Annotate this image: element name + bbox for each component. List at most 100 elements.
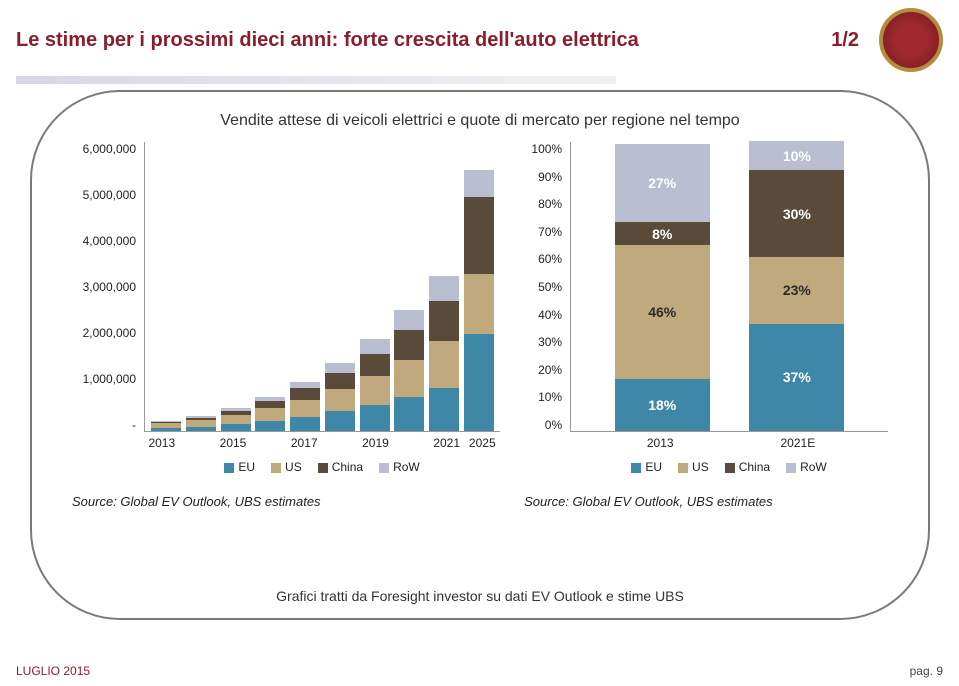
y-axis-left: 6,000,0005,000,0004,000,0003,000,0002,00… xyxy=(72,142,142,432)
bar: 18%46%8%27% xyxy=(615,144,710,431)
bar xyxy=(325,363,355,431)
seg-eu xyxy=(221,424,251,431)
bar xyxy=(290,382,320,431)
bar xyxy=(464,170,494,431)
page-indicator: 1/2 xyxy=(831,29,859,52)
seg-us xyxy=(255,408,285,421)
seg-eu xyxy=(290,417,320,432)
header: Le stime per i prossimi dieci anni: fort… xyxy=(0,0,959,76)
seg-eu xyxy=(186,427,216,431)
seg-us: 23% xyxy=(749,257,844,324)
y-tick: 100% xyxy=(524,142,568,156)
seg-china xyxy=(325,373,355,389)
seg-china xyxy=(360,354,390,376)
x-tick: 2019 xyxy=(360,436,390,450)
legend-right: EU US China RoW xyxy=(570,460,888,474)
chart-sales: 6,000,0005,000,0004,000,0003,000,0002,00… xyxy=(72,142,500,522)
bar xyxy=(151,421,181,431)
seg-row xyxy=(394,310,424,330)
bar: 37%23%30%10% xyxy=(749,141,844,431)
legend-left: EUUSChinaRoW xyxy=(144,460,500,474)
x-tick xyxy=(254,436,284,450)
seg-china: 8% xyxy=(615,222,710,245)
legend-item: China xyxy=(725,460,770,474)
x-tick: 2017 xyxy=(289,436,319,450)
y-tick: 90% xyxy=(524,170,568,184)
plot-right: 18%46%8%27% 37%23%30%10% xyxy=(570,142,888,432)
y-tick: 1,000,000 xyxy=(72,372,142,386)
legend-item: US xyxy=(678,460,709,474)
plot-left xyxy=(144,142,500,432)
y-tick: 50% xyxy=(524,280,568,294)
seg-eu xyxy=(151,428,181,431)
seg-row xyxy=(429,276,459,301)
y-tick: 3,000,000 xyxy=(72,280,142,294)
seg-row: 27% xyxy=(615,144,710,222)
bar xyxy=(255,397,285,431)
caption: Grafici tratti da Foresight investor su … xyxy=(32,588,928,604)
content-bubble: Vendite attese di veicoli elettrici e qu… xyxy=(30,90,930,620)
y-tick: 6,000,000 xyxy=(72,142,142,156)
bar xyxy=(221,408,251,431)
seg-china xyxy=(255,401,285,408)
source-right: Source: Global EV Outlook, UBS estimates xyxy=(524,494,773,509)
bar xyxy=(360,339,390,431)
legend-item: EU xyxy=(631,460,662,474)
seg-row xyxy=(464,170,494,197)
y-tick: 80% xyxy=(524,197,568,211)
seg-china xyxy=(429,301,459,341)
x-tick: 2021 xyxy=(432,436,462,450)
seg-eu xyxy=(360,405,390,431)
y-axis-right: 100%90%80%70%60%50%40%30%20%10%0% xyxy=(524,142,568,432)
seg-us xyxy=(290,400,320,417)
y-tick: 60% xyxy=(524,252,568,266)
seg-row xyxy=(325,363,355,373)
bar xyxy=(394,310,424,431)
x-labels-left: 201320152017201920212025 xyxy=(144,436,500,450)
legend-item: EU xyxy=(224,460,255,474)
legend-item: RoW xyxy=(379,460,420,474)
seg-china xyxy=(464,197,494,274)
x-tick xyxy=(182,436,212,450)
seg-eu xyxy=(429,388,459,432)
seg-row: 10% xyxy=(749,141,844,170)
seg-eu xyxy=(325,411,355,431)
seg-us xyxy=(360,376,390,405)
page-title: Le stime per i prossimi dieci anni: fort… xyxy=(16,29,831,52)
seg-us: 46% xyxy=(615,245,710,378)
chart-share: 100%90%80%70%60%50%40%30%20%10%0% 18%46%… xyxy=(524,142,888,522)
logo-icon xyxy=(879,8,943,72)
y-tick: - xyxy=(72,418,142,432)
y-tick: 70% xyxy=(524,225,568,239)
footer: LUGLIO 2015 pag. 9 xyxy=(16,664,943,678)
y-tick: 4,000,000 xyxy=(72,234,142,248)
y-tick: 40% xyxy=(524,308,568,322)
seg-us xyxy=(394,360,424,397)
seg-eu xyxy=(255,421,285,431)
footer-date: LUGLIO 2015 xyxy=(16,664,90,678)
y-tick: 5,000,000 xyxy=(72,188,142,202)
legend-item: RoW xyxy=(786,460,827,474)
x-tick: 2025 xyxy=(467,436,497,450)
x-tick: 2013 xyxy=(613,436,708,450)
y-tick: 20% xyxy=(524,363,568,377)
y-tick: 30% xyxy=(524,335,568,349)
subtitle: Vendite attese di veicoli elettrici e qu… xyxy=(72,112,888,130)
footer-page: pag. 9 xyxy=(910,664,943,678)
bar xyxy=(429,276,459,431)
seg-eu xyxy=(464,334,494,431)
legend-item: China xyxy=(318,460,363,474)
seg-us xyxy=(429,341,459,387)
x-tick: 2013 xyxy=(147,436,177,450)
seg-eu: 37% xyxy=(749,324,844,431)
x-tick xyxy=(396,436,426,450)
seg-row xyxy=(290,382,320,389)
seg-eu: 18% xyxy=(615,379,710,431)
y-tick: 10% xyxy=(524,390,568,404)
source-left: Source: Global EV Outlook, UBS estimates xyxy=(72,494,321,509)
x-tick xyxy=(325,436,355,450)
bar xyxy=(186,416,216,431)
seg-china xyxy=(394,330,424,360)
charts-row: 6,000,0005,000,0004,000,0003,000,0002,00… xyxy=(72,142,888,522)
seg-us xyxy=(464,274,494,334)
